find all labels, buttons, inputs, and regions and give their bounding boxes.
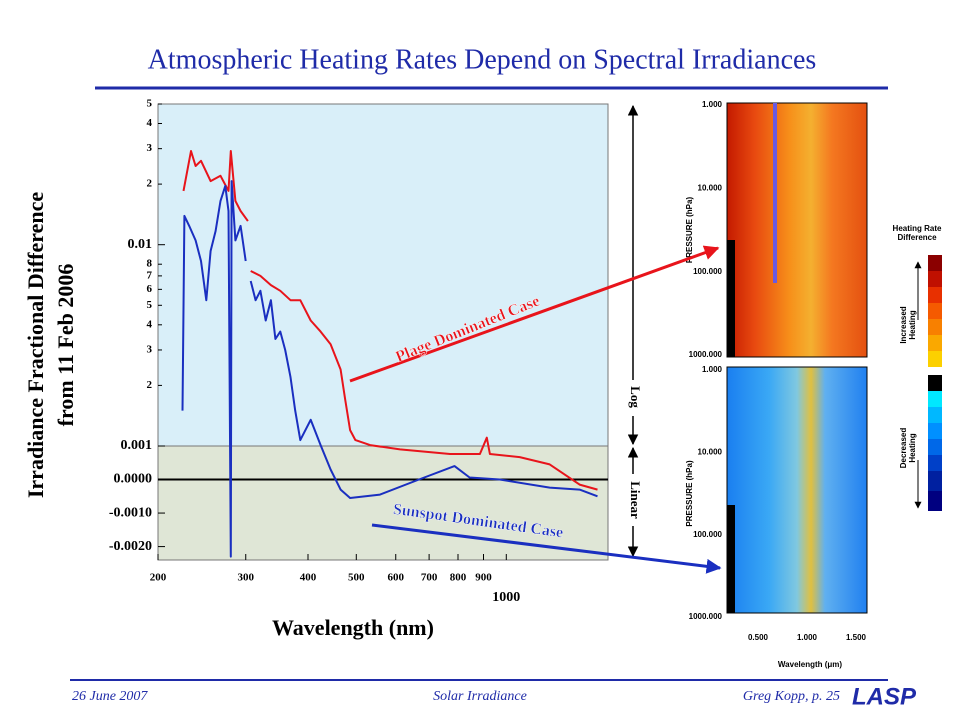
slide-title: Atmospheric Heating Rates Depend on Spec…: [148, 44, 817, 75]
x-tick-label: 500: [348, 572, 365, 584]
y-tick-label: 4: [147, 318, 153, 330]
x-tick-label: 1000: [492, 590, 520, 605]
heatmap-feature: [773, 103, 777, 283]
y-tick-label: 8: [147, 258, 153, 270]
colorbar: [914, 255, 942, 511]
y-tick-label: 5: [147, 98, 153, 110]
y-tick-label: 0.01: [128, 237, 153, 252]
y-axis-label: Irradiance Fractional Difference: [23, 192, 48, 499]
footer-logo: LASP: [852, 683, 917, 710]
increased-label: Heating: [908, 310, 917, 339]
y-tick-label: 5: [147, 299, 153, 311]
x-tick-label: 300: [237, 572, 254, 584]
y-tick-label: -0.0010: [109, 505, 152, 520]
footer-author: Greg Kopp, p. 25: [743, 689, 840, 704]
log-region: [157, 103, 609, 447]
x-tick-label: 600: [387, 572, 404, 584]
pressure-tick-label: 1000.000: [689, 350, 723, 359]
heatmap-sunspot: [726, 366, 868, 614]
wavelength-axis-label: Wavelength (μm): [778, 660, 842, 669]
x-tick-label: 900: [475, 572, 492, 584]
decreased-label: Heating: [908, 433, 917, 462]
linear-label: Linear: [628, 481, 643, 519]
x-tick-label: 200: [150, 572, 167, 584]
pressure-axis-label: PRESSURE (hPa): [685, 197, 694, 264]
wavelength-tick-label: 1.000: [797, 633, 818, 642]
y-tick-label: 2: [147, 178, 153, 190]
heatmap-strip: [727, 505, 735, 613]
pressure-tick-label: 100.000: [693, 530, 722, 539]
y-tick-label: 2: [147, 379, 153, 391]
decreased-label: Decreased: [899, 428, 908, 469]
y-tick-label: 0.0000: [114, 472, 153, 487]
footer-date: 26 June 2007: [72, 689, 148, 704]
increased-label: Increased: [899, 306, 908, 343]
y-tick-label: -0.0020: [109, 539, 152, 554]
pressure-tick-label: 1.000: [702, 365, 723, 374]
y-tick-label: 4: [147, 117, 153, 129]
y-tick-label: 7: [147, 269, 153, 281]
series-line: [181, 180, 598, 558]
y-tick-label: 3: [147, 343, 153, 355]
x-tick-label: 400: [300, 572, 317, 584]
x-axis-label: Wavelength (nm): [272, 615, 434, 640]
sunspot-pointer: [371, 523, 722, 574]
pressure-tick-label: 10.000: [698, 183, 723, 192]
pressure-tick-label: 1000.000: [689, 612, 723, 621]
heatmap-strip: [727, 240, 735, 357]
x-tick-label: 800: [450, 572, 467, 584]
heatmap-plage: [726, 102, 868, 358]
footer-topic: Solar Irradiance: [433, 689, 527, 704]
wavelength-tick-label: 0.500: [748, 633, 769, 642]
pressure-tick-label: 1.000: [702, 100, 723, 109]
y-axis-label: from 11 Feb 2006: [53, 264, 78, 427]
plage-pointer: [349, 245, 720, 383]
colorbar-title: Difference: [897, 233, 937, 242]
wavelength-tick-label: 1.500: [846, 633, 867, 642]
series-line: [182, 150, 598, 491]
pressure-tick-label: 100.000: [693, 267, 722, 276]
y-tick-label: 3: [147, 142, 153, 154]
x-tick-label: 700: [421, 572, 438, 584]
y-tick-label: 0.001: [121, 438, 153, 453]
colorbar-title: Heating Rate: [893, 224, 942, 233]
label-bg: [624, 380, 642, 416]
y-tick-label: 6: [147, 283, 153, 295]
pressure-axis-label: PRESSURE (hPa): [685, 460, 694, 527]
pressure-tick-label: 10.000: [698, 447, 723, 456]
log-label: Log: [628, 386, 643, 408]
label-bg: [624, 474, 642, 526]
